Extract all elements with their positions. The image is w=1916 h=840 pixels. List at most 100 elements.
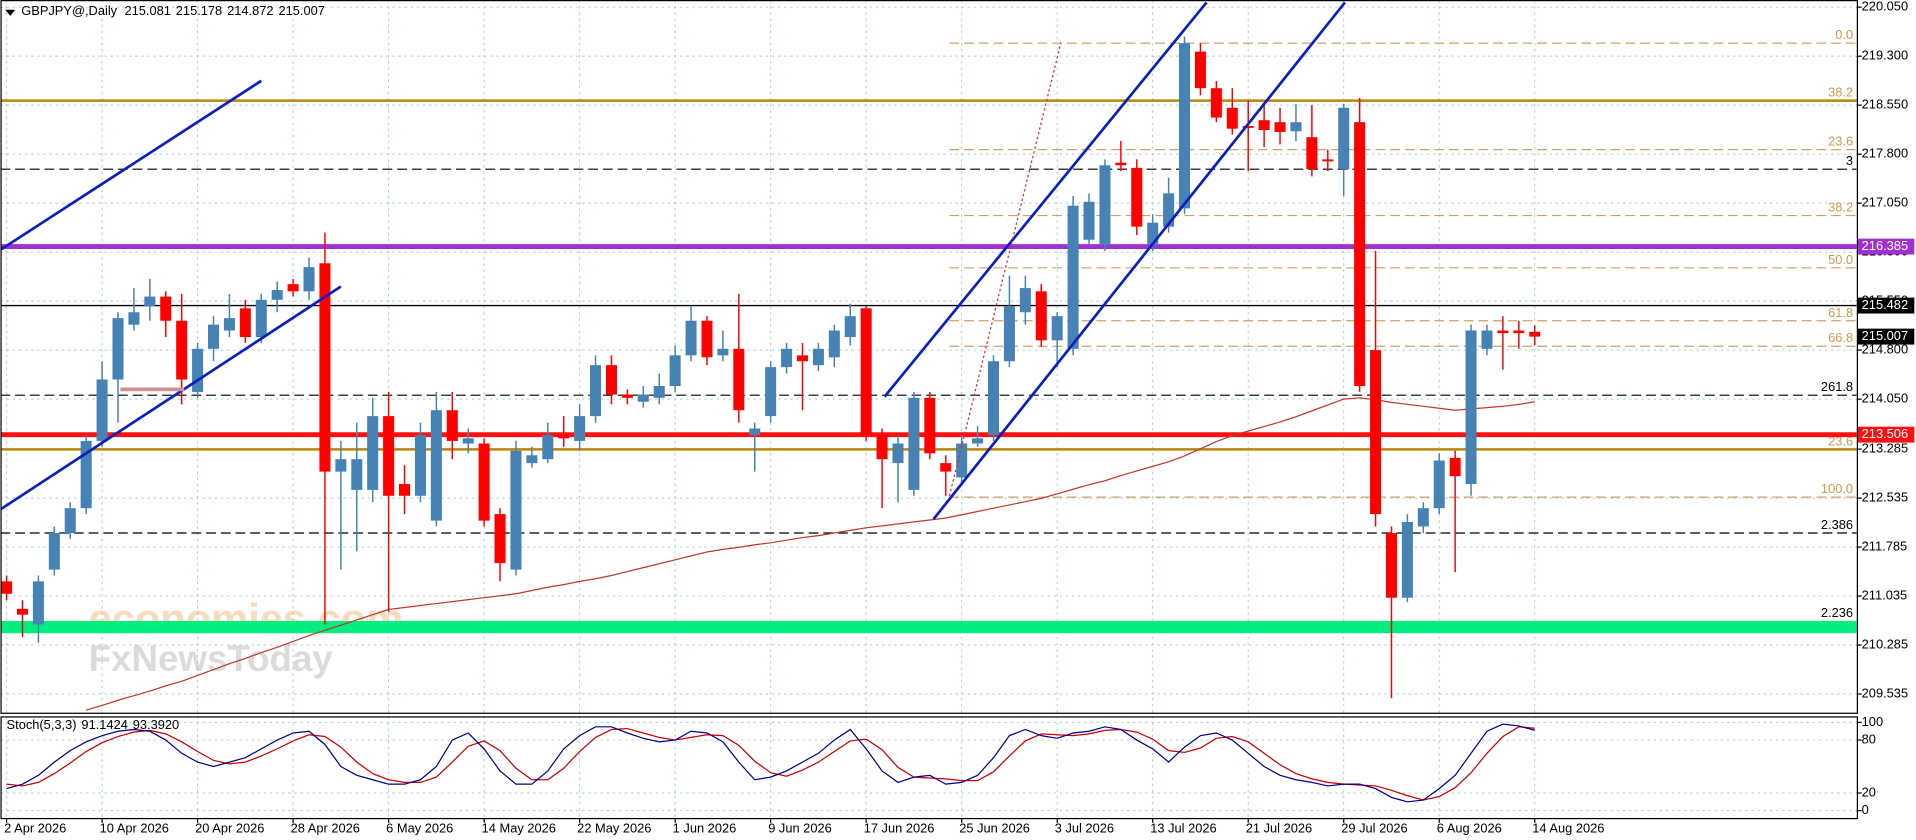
- x-tick-label: 2 Apr 2026: [4, 820, 66, 835]
- x-tick-label: 9 Jun 2026: [768, 820, 832, 835]
- candle-body: [1370, 350, 1382, 515]
- candle-body: [1179, 43, 1191, 209]
- stoch-d-line: [6, 726, 1535, 801]
- stoch-tick-label: 20: [1862, 784, 1876, 799]
- support-zone-label: 2.236: [1821, 605, 1853, 620]
- candle-body: [1513, 330, 1525, 334]
- moving-average: [85, 397, 1535, 711]
- y-tick-label: 211.785: [1862, 538, 1907, 553]
- candle-body: [653, 386, 665, 398]
- candle-body: [64, 508, 76, 534]
- candle-body: [367, 416, 379, 490]
- x-tick-label: 28 Apr 2026: [291, 820, 360, 835]
- candle-body: [303, 267, 315, 292]
- stoch-tick-label: 80: [1862, 731, 1876, 746]
- candle-body: [399, 484, 411, 496]
- candle-body: [1051, 316, 1063, 341]
- fib-level-label: 50.0: [1828, 252, 1853, 267]
- y-tick-label: 217.800: [1862, 146, 1908, 161]
- x-tick-label: 17 Jun 2026: [864, 820, 935, 835]
- candle-body: [1131, 167, 1143, 227]
- candle-body: [828, 330, 840, 358]
- support-zone: [0, 620, 1857, 634]
- candle-body: [1290, 122, 1302, 132]
- candle-body: [287, 284, 299, 292]
- dashed-level-label: 261.8: [1821, 379, 1853, 394]
- candle-body: [494, 514, 506, 564]
- candle-body: [176, 320, 188, 380]
- y-tick-label: 214.050: [1862, 391, 1908, 406]
- price-tag-label: 216.385: [1862, 238, 1908, 253]
- candle-body: [96, 379, 108, 441]
- candle-body: [796, 355, 808, 362]
- open-readout: 215.081: [124, 4, 170, 19]
- price-tag: [1858, 426, 1915, 443]
- candle-body: [1258, 120, 1270, 130]
- candle-body: [1385, 533, 1397, 598]
- price-tag: [1858, 297, 1915, 314]
- candle-body: [271, 290, 283, 300]
- candle-body: [1338, 107, 1350, 170]
- candle-body: [876, 435, 888, 460]
- x-tick-label: 20 Apr 2026: [195, 820, 264, 835]
- candle-body: [351, 459, 363, 490]
- candle-body: [1481, 330, 1493, 349]
- candle-body: [430, 410, 442, 521]
- candle-body: [192, 348, 204, 392]
- candle-body: [1465, 330, 1477, 485]
- candle-body: [908, 397, 920, 490]
- x-tick-label: 13 Jul 2026: [1150, 820, 1216, 835]
- candle-body: [80, 440, 92, 509]
- stoch-name: Stoch(5,3,3): [7, 718, 77, 733]
- candle-body: [1274, 122, 1286, 132]
- candle-body: [1417, 508, 1429, 527]
- x-tick-label: 6 Aug 2026: [1437, 820, 1502, 835]
- gold-level-label: 38.2: [1828, 85, 1853, 100]
- x-tick-label: 6 May 2026: [386, 820, 453, 835]
- watermark: FxNewsToday: [89, 638, 334, 679]
- candle-body: [621, 394, 633, 398]
- low-readout: 214.872: [227, 4, 273, 19]
- symbol: GBPJPY@,Daily: [21, 4, 117, 19]
- candle-body: [1035, 291, 1047, 341]
- candle-body: [1449, 457, 1461, 477]
- candle-body: [478, 443, 490, 521]
- x-tick-label: 21 Jul 2026: [1246, 820, 1312, 835]
- stoch-header: Stoch(5,3,3) 91.1424 93.3920: [7, 718, 180, 733]
- x-tick-label: 25 Jun 2026: [959, 820, 1030, 835]
- price-tag: [1858, 238, 1915, 255]
- candle-body: [605, 365, 617, 395]
- candle-body: [335, 459, 347, 472]
- candle-body: [160, 296, 172, 321]
- candle-body: [383, 416, 395, 496]
- candle-body: [1226, 107, 1238, 129]
- y-tick-label: 214.800: [1862, 342, 1908, 357]
- candle-body: [414, 435, 426, 496]
- y-tick-label: 218.550: [1862, 97, 1908, 112]
- candle-body: [1067, 205, 1079, 349]
- candle-body: [860, 308, 872, 436]
- candle-body: [781, 348, 793, 368]
- dashed-level-label: 2.386: [1821, 517, 1853, 532]
- candle-body: [223, 318, 235, 331]
- candle-body: [1529, 331, 1541, 337]
- candle-body: [542, 435, 554, 460]
- levels: economies.com FxNewsToday 2.236 38.2 23.6 0…: [0, 27, 1857, 679]
- candle-body: [1099, 165, 1111, 245]
- candle-body: [988, 361, 1000, 436]
- candle-body: [255, 299, 267, 338]
- candle-body: [462, 438, 474, 444]
- channel-line: [883, 1, 1208, 398]
- y-tick-label: 209.535: [1862, 685, 1908, 700]
- y-tick-label: 219.300: [1862, 48, 1908, 63]
- candle-body: [892, 443, 904, 464]
- candle-body: [239, 308, 251, 338]
- stoch-tick-label: 100: [1862, 714, 1883, 729]
- candle-body: [940, 463, 952, 472]
- candle-body: [717, 348, 729, 356]
- fib-level-label: 61.8: [1828, 305, 1853, 320]
- trend-lines: [0, 1, 1346, 521]
- watermark: economies.com: [89, 595, 404, 642]
- candle-body: [112, 318, 124, 380]
